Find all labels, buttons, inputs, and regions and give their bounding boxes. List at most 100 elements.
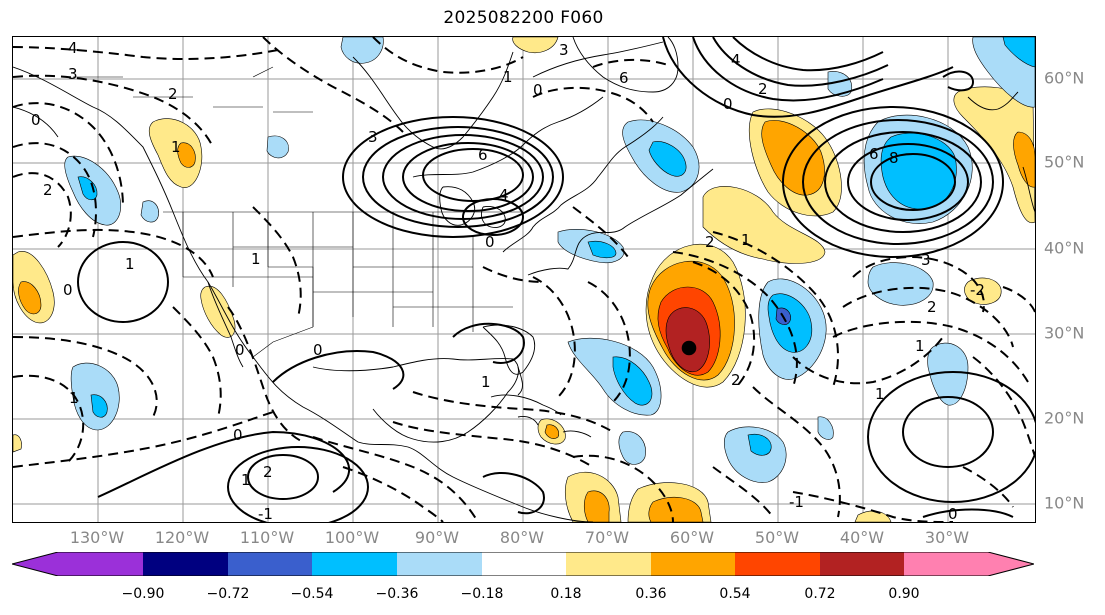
- colorbar-cell-over: [904, 552, 1034, 576]
- contours-dashed: [13, 37, 1035, 522]
- colorbar-tick: 0.90: [888, 586, 920, 602]
- shade-pacific-orange: [18, 281, 42, 315]
- contour-label: 1: [171, 138, 181, 156]
- map-panel: 4 3 2 0 1 2 1 0 3 6 4 0 1 0 3 6 4 2 0 6 …: [12, 36, 1036, 523]
- contour-label: 2: [758, 80, 768, 98]
- contour-label: 8: [889, 149, 899, 167]
- contour-label: 0: [948, 505, 958, 522]
- contour-label: 1: [241, 471, 251, 489]
- shade-azores-lightblue: [867, 262, 934, 306]
- shade-mid-atlantic-yellow: [702, 186, 826, 264]
- colorbar-tick: −0.54: [290, 586, 334, 602]
- lat-label-60n: 60°N: [1044, 68, 1085, 88]
- map-canvas: 4 3 2 0 1 2 1 0 3 6 4 0 1 0 3 6 4 2 0 6 …: [13, 37, 1035, 522]
- lon-label-90w: 90°W: [414, 528, 460, 547]
- political-borders: [73, 66, 523, 358]
- lon-label-30w: 30°W: [924, 528, 970, 547]
- anomaly-shading: [13, 37, 1035, 522]
- lon-label-80w: 80°W: [499, 528, 545, 547]
- colorbar-tick: 0.72: [804, 586, 836, 602]
- contour-label: 0: [31, 111, 41, 129]
- shade-east2-lightblue: [827, 71, 853, 97]
- contour-label: 6: [478, 146, 488, 164]
- contour-label: 0: [533, 81, 543, 99]
- shade-canada-orange: [177, 142, 196, 168]
- colorbar-cell-under: [12, 552, 143, 576]
- colorbar-cell: [143, 552, 228, 576]
- lon-label-60w: 60°W: [669, 528, 715, 547]
- contour-label: 3: [559, 41, 569, 59]
- contour-label: 2: [731, 371, 741, 389]
- contours-solid: [77, 37, 1035, 522]
- contour-label: 4: [499, 186, 509, 204]
- colorbar-cell: [566, 552, 651, 576]
- contour-label: 0: [235, 341, 245, 359]
- shade-hudson-lightblue: [340, 37, 384, 64]
- colorbar-cell: [228, 552, 312, 576]
- contour-label: 2: [43, 181, 53, 199]
- contour-label: 6: [869, 145, 879, 163]
- colorbar-tick: −0.72: [206, 586, 250, 602]
- contour-label: 1: [69, 389, 79, 407]
- contour-label: 3: [921, 251, 931, 269]
- shade-west-yellow: [13, 434, 22, 453]
- lon-label-100w: 100°W: [324, 528, 380, 547]
- contour-label: 1: [251, 250, 261, 268]
- contour-label: 4: [731, 51, 741, 69]
- lat-label-20n: 20°N: [1044, 408, 1085, 428]
- shade-tropics-blue: [747, 434, 772, 456]
- coastlines: [13, 37, 1035, 522]
- shade-pac-blue: [90, 394, 108, 418]
- colorbar-tick: 0.36: [635, 586, 667, 602]
- contour-label: 0: [723, 95, 733, 113]
- contour-label: 0: [63, 281, 73, 299]
- shade-south-lightblue: [817, 416, 834, 440]
- contour-label: 1: [741, 231, 751, 249]
- shade-subtrop-blue: [612, 356, 653, 406]
- colorbar-tick: −0.36: [375, 586, 419, 602]
- colorbar-tick: −0.18: [460, 586, 504, 602]
- contour-label: 4: [68, 39, 78, 57]
- contour-label: 1: [915, 337, 925, 355]
- contour-label: 2: [263, 463, 273, 481]
- contour-labels: 4 3 2 0 1 2 1 0 3 6 4 0 1 0 3 6 4 2 0 6 …: [31, 39, 985, 522]
- shade-ireland-orange: [1013, 131, 1035, 188]
- colorbar-cell: [397, 552, 482, 576]
- shade-tropics2-lightblue: [618, 431, 646, 465]
- shade-se-yellow: [854, 510, 892, 522]
- contour-label: -1: [258, 505, 273, 522]
- shade-hurricane-darkred: [665, 307, 710, 373]
- shade-newfoundland-blue: [648, 141, 687, 177]
- lon-label-40w: 40°W: [839, 528, 885, 547]
- colorbar-cell: [651, 552, 735, 576]
- shade-eastcoast-blue: [587, 240, 617, 259]
- colorbar-cell: [482, 552, 566, 576]
- lat-label-30n: 30°N: [1044, 323, 1085, 343]
- colorbar-cell: [820, 552, 904, 576]
- colorbar-tick: 0.18: [550, 586, 582, 602]
- lon-label-110w: 110°W: [239, 528, 295, 547]
- shade-azores-yellow: [964, 277, 1002, 305]
- colorbar-cell: [735, 552, 820, 576]
- lat-label-40n: 40°N: [1044, 238, 1085, 258]
- shade-baja-yellow: [200, 285, 236, 338]
- lon-label-50w: 50°W: [754, 528, 800, 547]
- contour-label: -2: [970, 281, 985, 299]
- contour-label: 0: [313, 341, 323, 359]
- storm-center: [681, 340, 697, 356]
- shade-labrador-orange: [761, 120, 825, 196]
- contour-label: 3: [368, 128, 378, 146]
- shade-bc2-lightblue: [140, 200, 159, 223]
- shade-ungava-lightblue: [266, 135, 289, 159]
- shade-canada-yellow: [148, 118, 203, 188]
- contour-label: 6: [619, 69, 629, 87]
- contour-label: 2: [927, 298, 937, 316]
- contour-label: -1: [789, 493, 804, 511]
- lat-label-10n: 10°N: [1044, 493, 1085, 513]
- colorbar-tick: 0.54: [719, 586, 751, 602]
- contour-label: 0: [485, 233, 495, 251]
- contour-label: 1: [481, 373, 491, 391]
- shade-caribbean-orange: [544, 424, 560, 439]
- shade-south2-orange: [648, 496, 704, 522]
- contour-label: 2: [168, 85, 178, 103]
